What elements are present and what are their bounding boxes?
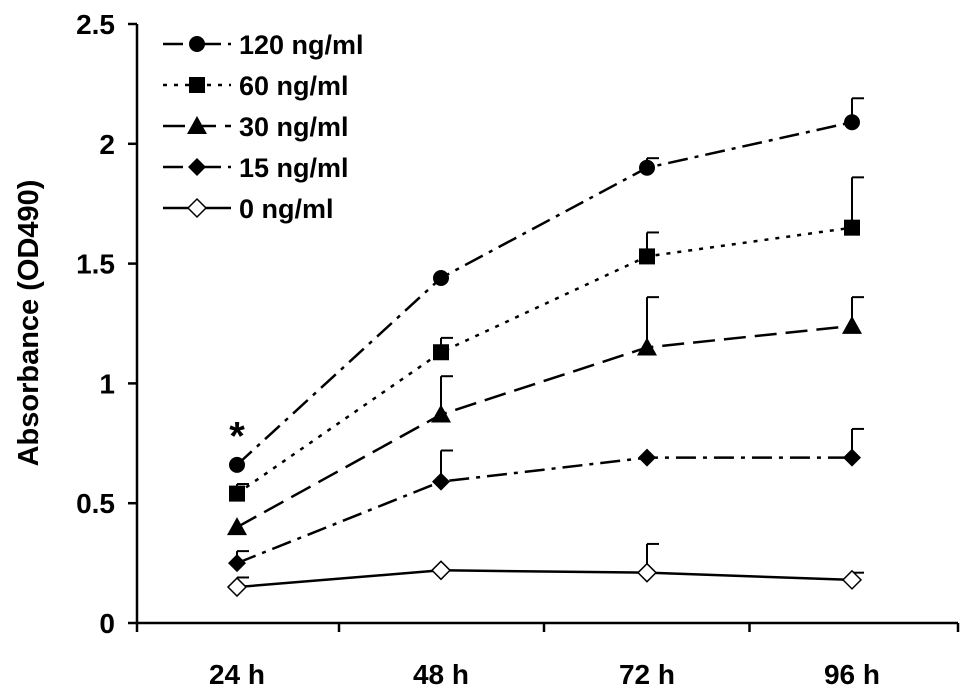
data-point-4-2 [636,562,658,583]
legend-marker-3 [188,158,206,176]
y-tick-label: 0.5 [76,488,115,519]
x-tick-label: 96 h [824,659,880,690]
data-point-0-0 [229,456,245,473]
legend-marker-1 [189,77,205,93]
x-tick-label: 24 h [209,659,265,690]
data-point-3-1 [432,472,450,491]
legend-item: 120 ng/ml [163,30,364,60]
series-line-4 [236,569,853,589]
y-tick-label: 1.5 [76,249,115,280]
data-point-2-3 [842,315,862,334]
legend-marker-4 [186,197,208,219]
data-point-0-3 [844,114,860,131]
x-tick-label: 48 h [413,659,469,690]
data-point-0-1 [433,269,449,286]
error-bar-2-2 [646,296,659,348]
data-point-0-2 [639,159,655,176]
data-point-1-1 [433,344,449,361]
legend-item: 15 ng/ml [163,153,349,183]
data-point-3-0 [228,554,246,573]
significance-annotation-0: * [229,414,245,458]
data-point-1-3 [844,219,860,236]
data-point-3-2 [638,448,656,467]
annotations-layer: * [229,414,245,458]
legend-label: 30 ng/ml [239,112,349,142]
y-axis-title: Absorbance (OD490) [13,180,45,467]
axes-layer: 0 0.5 1 1.5 2 2.5 24 h 48 h 72 h 96 h Absorbance (… [13,9,960,690]
legend: 120 ng/ml 60 ng/ml 30 ng/ml 15 ng/ml 0 ng/ml [163,30,364,224]
legend-marker-0 [189,36,205,52]
y-tick-label: 0 [99,608,115,639]
series-line-3 [236,456,852,565]
legend-item: 0 ng/ml [163,194,334,224]
data-point-4-3 [841,569,863,590]
data-point-2-0 [227,517,247,536]
series-line-0 [236,121,853,466]
series-line-2 [236,324,853,529]
x-tick-label: 72 h [619,659,675,690]
data-point-1-0 [229,485,245,502]
data-point-2-2 [637,337,657,356]
data-point-4-0 [226,576,248,598]
y-tick-label: 2.5 [76,9,115,40]
legend-label: 0 ng/ml [239,194,334,224]
legend-item: 60 ng/ml [163,71,349,101]
legend-label: 60 ng/ml [239,71,349,101]
plot-lines-layer [236,121,853,589]
y-tick-label: 2 [99,129,115,160]
legend-item: 30 ng/ml [163,112,349,142]
data-point-4-1 [430,560,452,581]
error-bar-1-3 [851,176,864,228]
y-tick-label: 1 [99,368,115,399]
legend-label: 15 ng/ml [239,153,349,183]
data-point-1-2 [639,248,655,265]
legend-label: 120 ng/ml [239,30,364,60]
data-point-2-1 [431,404,451,423]
markers-layer [226,114,863,598]
data-point-3-3 [843,448,861,467]
legend-marker-2 [187,116,207,134]
series-line-1 [236,226,853,495]
